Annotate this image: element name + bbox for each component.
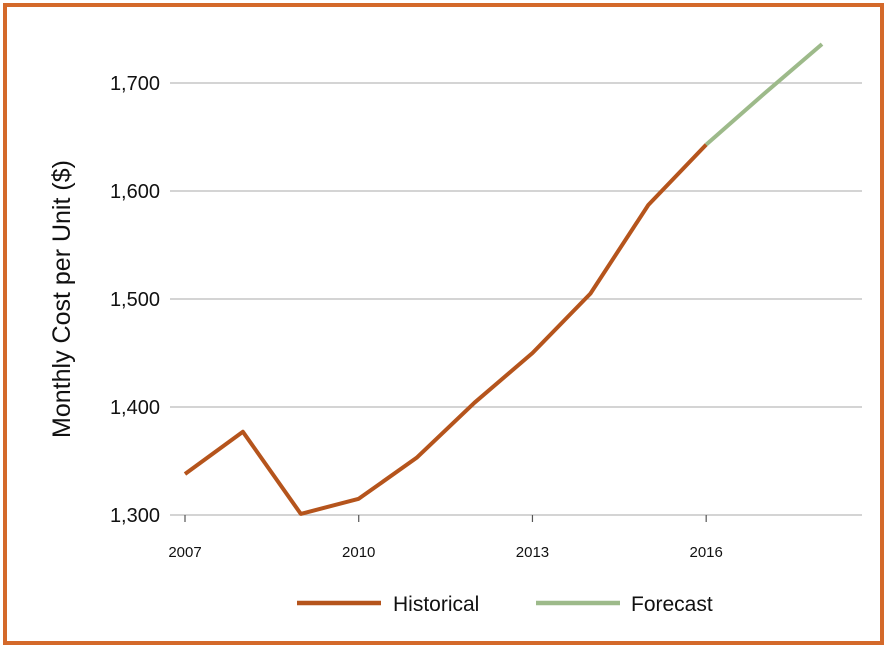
legend: Historical Forecast	[297, 593, 713, 616]
x-tick-label: 2016	[689, 544, 722, 561]
x-tick-label: 2007	[168, 544, 201, 561]
x-tick-label: 2013	[516, 544, 549, 561]
y-tick-label: 1,500	[110, 289, 160, 311]
gridlines	[170, 82, 862, 516]
x-tick-label: 2010	[342, 544, 375, 561]
series-lines	[183, 42, 824, 516]
legend-label-forecast: Forecast	[631, 593, 713, 616]
series-line-historical	[183, 143, 708, 516]
x-ticks: 2007 2010 2013 2016	[168, 515, 723, 561]
y-tick-label: 1,700	[110, 73, 160, 95]
series-line-forecast	[704, 42, 824, 147]
y-axis-title: Monthly Cost per Unit ($)	[48, 160, 76, 438]
y-tick-label: 1,300	[110, 505, 160, 527]
legend-label-historical: Historical	[393, 593, 479, 616]
y-tick-label: 1,600	[110, 181, 160, 203]
y-tick-labels: 1,300 1,400 1,500 1,600 1,700	[110, 73, 160, 527]
chart-frame	[3, 3, 884, 645]
y-tick-label: 1,400	[110, 397, 160, 419]
